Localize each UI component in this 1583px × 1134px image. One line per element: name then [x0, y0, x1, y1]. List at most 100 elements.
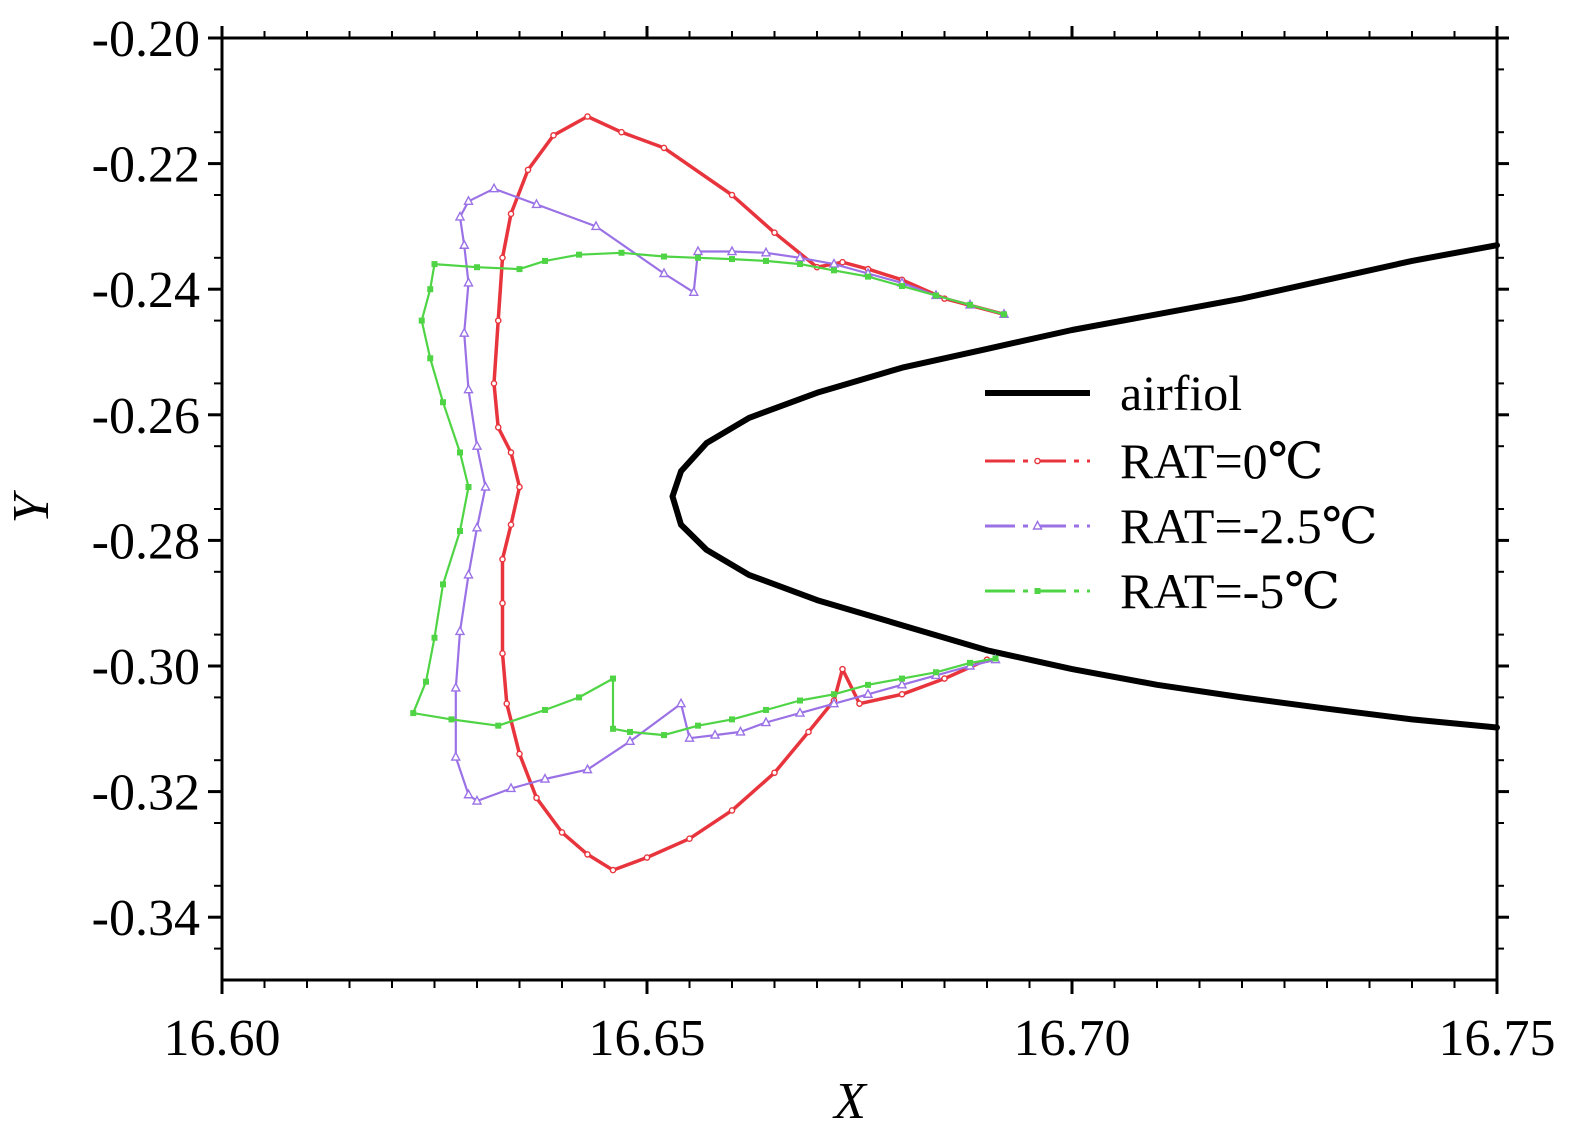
data-point [471, 440, 483, 450]
legend-item: airfiol [985, 365, 1242, 421]
data-point [499, 555, 506, 563]
data-point [516, 266, 523, 273]
data-point [692, 245, 704, 256]
data-point [463, 276, 474, 287]
series-line [669, 242, 1500, 731]
plot-background [222, 38, 1497, 980]
x-axis-title: X [832, 1073, 868, 1130]
y-tick-label: -0.34 [92, 890, 200, 947]
tick-labels: 16.60 16.65 16.70 16.75 -0.20 -0.22 -0.24 -0.26… [92, 11, 1556, 1067]
data-point [661, 253, 667, 260]
data-point [729, 256, 735, 263]
data-point [499, 599, 506, 607]
data-point [459, 327, 470, 337]
data-point [794, 707, 806, 717]
data-point [576, 694, 582, 701]
data-point [454, 210, 466, 221]
data-point [440, 581, 446, 588]
y-tick-label: -0.22 [92, 137, 200, 194]
data-point [624, 735, 636, 746]
data-point [709, 729, 721, 739]
data-point [933, 292, 939, 299]
data-point [658, 267, 670, 278]
data-point [463, 195, 474, 205]
data-point [896, 678, 908, 689]
data-point [582, 763, 593, 774]
data-point [899, 675, 905, 682]
data-point [494, 317, 502, 324]
data-point [558, 829, 566, 836]
y-axis-title: Y [3, 489, 60, 523]
y-tick-label: -0.20 [92, 11, 200, 68]
data-point [828, 697, 840, 708]
data-point [507, 210, 515, 218]
data-point [427, 355, 434, 362]
data-point [507, 449, 515, 456]
data-point [763, 257, 769, 264]
data-point [431, 261, 438, 268]
data-point [794, 251, 806, 262]
data-point [856, 700, 863, 707]
data-point [686, 835, 693, 843]
data-point [760, 246, 772, 257]
data-point [474, 264, 480, 271]
y-tick-label: -0.26 [92, 388, 200, 445]
data-point [516, 750, 523, 758]
data-point [865, 681, 871, 688]
data-point [992, 655, 999, 662]
data-point [503, 700, 511, 707]
data-point [941, 675, 948, 682]
data-point [450, 751, 461, 761]
legend-label: RAT=-5℃ [1120, 563, 1340, 619]
data-point [494, 424, 502, 431]
x-tick-label: 16.60 [164, 1010, 281, 1067]
legend-marker [1034, 588, 1041, 594]
data-point [590, 220, 602, 231]
data-point [735, 725, 746, 736]
data-point [584, 113, 591, 120]
data-point [457, 449, 463, 456]
data-point [610, 725, 616, 732]
data-point [463, 788, 474, 799]
x-tick-label: 16.65 [589, 1010, 706, 1067]
data-point [480, 481, 491, 491]
data-point [660, 144, 668, 152]
data-point [797, 697, 803, 704]
legend-label: RAT=0℃ [1120, 433, 1324, 489]
data-point [423, 678, 429, 685]
data-point [684, 732, 695, 742]
data-point [797, 261, 803, 268]
data-point [729, 716, 735, 723]
data-point [862, 688, 874, 698]
legend-item: RAT=-2.5℃ [985, 498, 1378, 554]
data-point [505, 782, 517, 793]
data-point [463, 383, 474, 394]
data-point [410, 710, 417, 717]
series-3 [410, 249, 1007, 739]
data-point [899, 283, 905, 290]
data-point [440, 399, 446, 406]
data-point [933, 669, 939, 676]
data-point [431, 634, 438, 641]
legend-marker [1032, 520, 1043, 530]
y-tick-label: -0.32 [92, 765, 200, 822]
data-point [495, 722, 502, 729]
data-point [675, 697, 687, 708]
data-point [618, 128, 625, 136]
x-tick-label: 16.75 [1439, 1010, 1556, 1067]
series-line [412, 251, 1006, 737]
data-point [524, 166, 532, 174]
plot-frame [220, 36, 1499, 982]
data-point [828, 258, 840, 268]
series-line [454, 187, 1006, 803]
data-point [463, 568, 474, 579]
legend-marker [1034, 457, 1041, 465]
data-point [618, 249, 625, 256]
x-tick-label: 16.70 [1014, 1010, 1131, 1067]
data-point [542, 257, 548, 264]
data-point [865, 273, 871, 280]
data-point [610, 675, 616, 682]
y-tick-label: -0.24 [92, 262, 200, 319]
